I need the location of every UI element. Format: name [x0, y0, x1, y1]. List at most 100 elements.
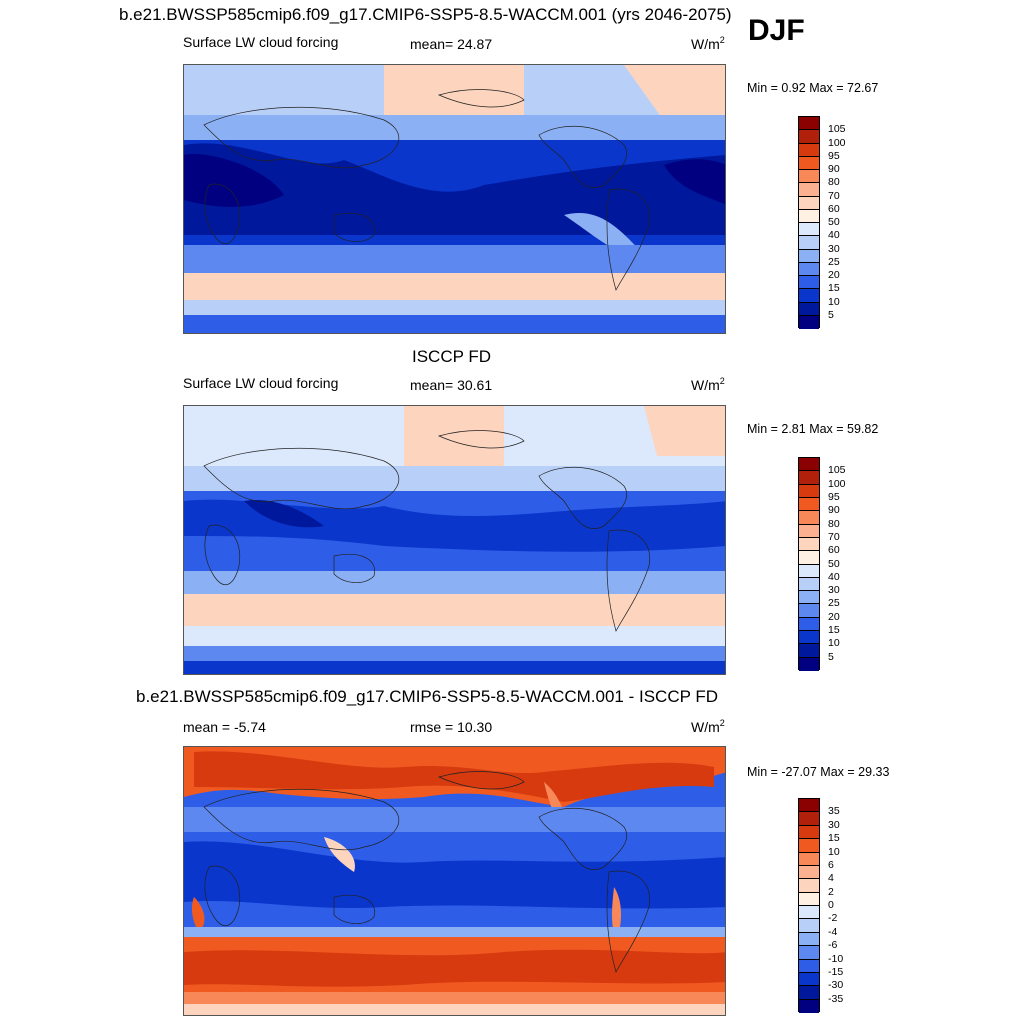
colorbar-level-label: 25	[828, 597, 840, 610]
colorbar-swatch	[799, 196, 819, 210]
colorbar-swatch	[799, 537, 819, 552]
panel3-colorbar	[798, 798, 820, 1013]
colorbar-swatch	[799, 289, 819, 303]
colorbar-level-label: 105	[828, 123, 846, 136]
colorbar-swatch	[799, 156, 819, 170]
colorbar-level-label: -4	[828, 925, 838, 938]
panel1-minmax: Min = 0.92 Max = 72.67	[747, 81, 879, 95]
panel2-units: W/m2	[691, 376, 725, 393]
colorbar-swatch	[799, 170, 819, 184]
colorbar-level-label: 70	[828, 530, 840, 543]
colorbar-level-label: 20	[828, 610, 840, 623]
panel3-map-field	[184, 747, 725, 1015]
colorbar-level-label: 30	[828, 242, 840, 255]
colorbar-level-label: 4	[828, 872, 834, 885]
colorbar-swatch	[799, 644, 819, 658]
colorbar-level-label: 50	[828, 557, 840, 570]
colorbar-swatch	[799, 946, 819, 960]
panel2-title: ISCCP FD	[412, 347, 492, 366]
colorbar-swatch	[799, 879, 819, 893]
colorbar-level-label: 95	[828, 149, 840, 162]
colorbar-swatch	[799, 577, 819, 592]
colorbar-level-label: 60	[828, 202, 840, 215]
colorbar-level-label: 15	[828, 624, 840, 637]
panel3-title: b.e21.BWSSP585cmip6.f09_g17.CMIP6-SSP5-8…	[136, 687, 719, 706]
colorbar-swatch	[799, 143, 819, 157]
colorbar-swatch	[799, 906, 819, 920]
colorbar-level-label: 15	[828, 832, 840, 845]
colorbar-swatch	[799, 812, 819, 826]
panel3-map	[183, 746, 726, 1016]
colorbar-level-label: 90	[828, 163, 840, 175]
colorbar-level-label: 60	[828, 544, 840, 557]
colorbar-swatch	[799, 959, 819, 973]
colorbar-swatch	[799, 315, 819, 329]
colorbar-level-label: 100	[828, 136, 846, 149]
panel2-variable-label: Surface LW cloud forcing	[183, 375, 339, 391]
colorbar-level-label: 15	[828, 282, 840, 295]
panel3-minmax: Min = -27.07 Max = 29.33	[747, 765, 890, 779]
colorbar-swatch	[799, 604, 819, 618]
panel3-rmse: rmse = 10.30	[410, 719, 493, 735]
colorbar-level-label: 25	[828, 255, 840, 268]
colorbar-swatch	[799, 130, 819, 144]
colorbar-swatch	[799, 986, 819, 1000]
colorbar-level-label: 80	[828, 517, 840, 530]
colorbar-level-label: 105	[828, 464, 846, 477]
colorbar-level-label: -35	[828, 992, 844, 1005]
colorbar-swatch	[799, 471, 819, 485]
colorbar-level-label: 50	[828, 216, 840, 228]
panel2-colorbar	[798, 457, 820, 671]
colorbar-swatch	[799, 117, 819, 131]
colorbar-swatch	[799, 497, 819, 512]
panel3-units: W/m2	[691, 718, 725, 735]
colorbar-swatch	[799, 564, 819, 578]
colorbar-swatch	[799, 799, 819, 813]
colorbar-swatch	[799, 223, 819, 237]
colorbar-swatch	[799, 617, 819, 632]
colorbar-swatch	[799, 484, 819, 498]
colorbar-swatch	[799, 591, 819, 605]
colorbar-swatch	[799, 262, 819, 276]
panel2-mean: mean= 30.61	[410, 377, 493, 393]
panel1-variable-label: Surface LW cloud forcing	[183, 34, 339, 50]
colorbar-swatch	[799, 551, 819, 565]
colorbar-level-label: 40	[828, 570, 840, 583]
colorbar-level-label: 2	[828, 885, 834, 898]
colorbar-level-label: 100	[828, 477, 846, 490]
colorbar-level-label: 30	[828, 584, 840, 597]
colorbar-swatch	[799, 999, 819, 1013]
colorbar-swatch	[799, 183, 819, 197]
colorbar-swatch	[799, 524, 819, 538]
panel2-map-field	[184, 406, 725, 674]
colorbar-swatch	[799, 209, 819, 223]
colorbar-level-label: 10	[828, 637, 840, 650]
colorbar-level-label: -2	[828, 912, 838, 925]
colorbar-swatch	[799, 511, 819, 525]
colorbar-level-label: 70	[828, 189, 840, 202]
panel2-map	[183, 405, 726, 675]
colorbar-level-label: 10	[828, 295, 840, 308]
season-label: DJF	[748, 14, 805, 47]
colorbar-level-label: 5	[828, 650, 834, 663]
panel2-minmax: Min = 2.81 Max = 59.82	[747, 422, 879, 436]
colorbar-swatch	[799, 919, 819, 933]
colorbar-level-label: -30	[828, 979, 844, 992]
colorbar-swatch	[799, 972, 819, 987]
colorbar-level-label: 30	[828, 818, 840, 831]
colorbar-level-label: 35	[828, 805, 840, 818]
panel1-mean: mean= 24.87	[410, 36, 493, 52]
colorbar-swatch	[799, 825, 819, 840]
colorbar-level-label: -15	[828, 965, 844, 978]
panel1-colorbar	[798, 116, 820, 329]
colorbar-swatch	[799, 236, 819, 250]
colorbar-swatch	[799, 657, 819, 671]
panel1-map	[183, 64, 726, 334]
colorbar-swatch	[799, 631, 819, 645]
colorbar-swatch	[799, 249, 819, 263]
colorbar-level-label: 80	[828, 176, 840, 189]
colorbar-level-label: 0	[828, 899, 834, 911]
colorbar-level-label: 90	[828, 504, 840, 517]
colorbar-swatch	[799, 276, 819, 290]
figure-title: b.e21.BWSSP585cmip6.f09_g17.CMIP6-SSP5-8…	[119, 5, 732, 24]
